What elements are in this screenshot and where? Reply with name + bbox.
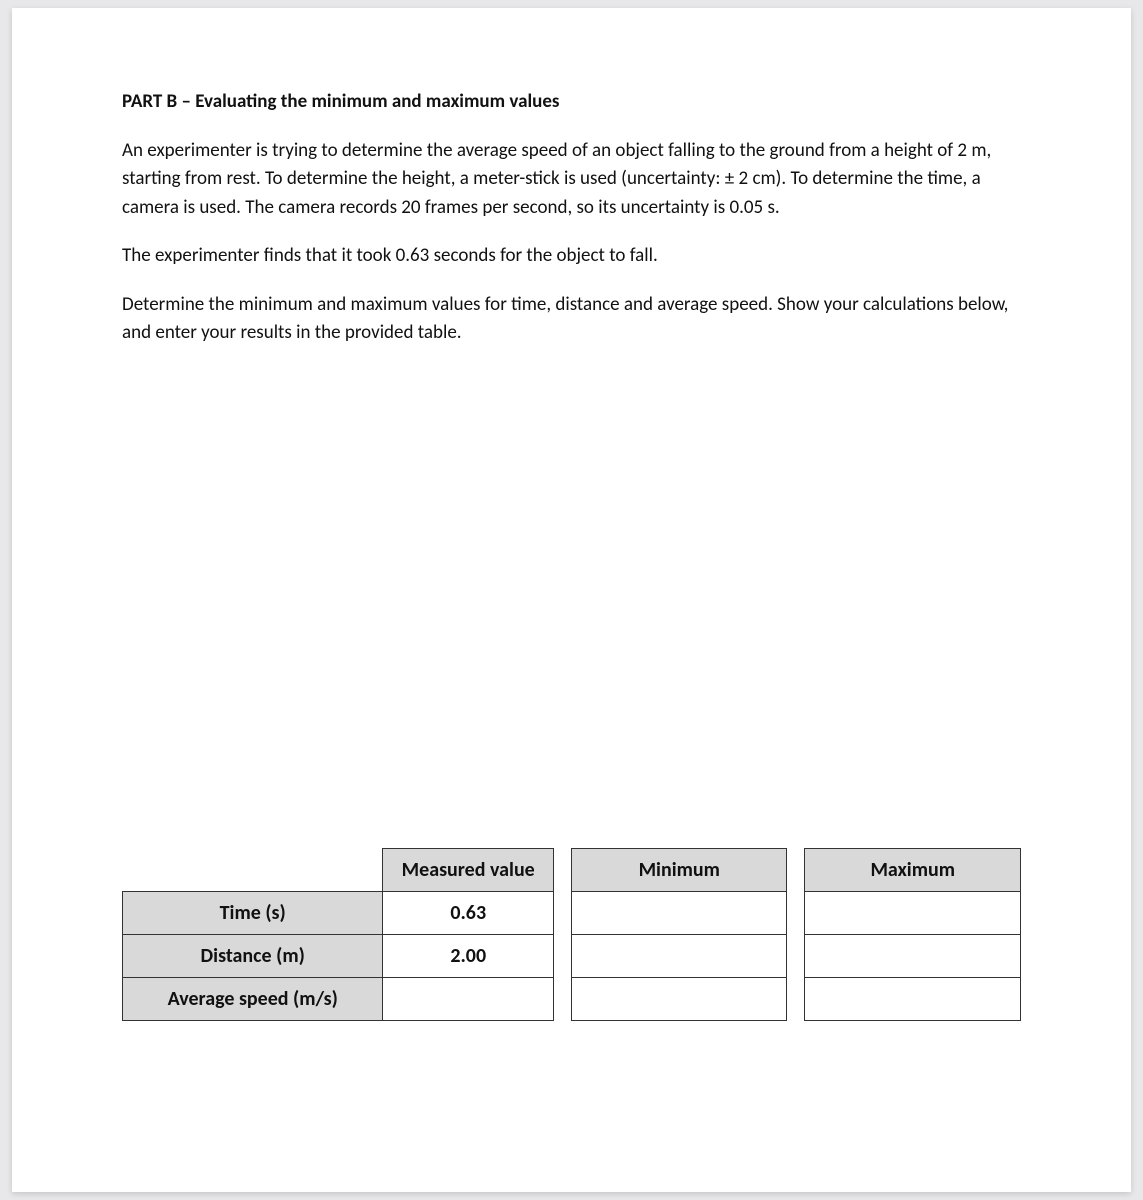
col-gap [787, 934, 805, 977]
col-gap [554, 977, 572, 1020]
section-heading: PART B – Evaluating the minimum and maxi… [122, 88, 1021, 117]
table-row: Average speed (m/s) [123, 977, 1021, 1020]
cell-avgspeed-max[interactable] [805, 977, 1021, 1020]
col-gap [787, 891, 805, 934]
col-header-measured: Measured value [383, 848, 554, 891]
table-row: Distance (m) 2.00 [123, 934, 1021, 977]
paragraph-1: An experimenter is trying to determine t… [122, 137, 1021, 223]
col-gap [787, 848, 805, 891]
cell-distance-measured: 2.00 [383, 934, 554, 977]
paragraph-2: The experimenter finds that it took 0.63… [122, 242, 1021, 271]
workspace-blank-area [122, 368, 1021, 848]
row-label-time: Time (s) [123, 891, 383, 934]
table-header-row: Measured value Minimum Maximum [123, 848, 1021, 891]
paragraph-3: Determine the minimum and maximum values… [122, 291, 1021, 348]
col-gap [554, 891, 572, 934]
cell-distance-max[interactable] [805, 934, 1021, 977]
row-label-avgspeed: Average speed (m/s) [123, 977, 383, 1020]
cell-avgspeed-min[interactable] [571, 977, 787, 1020]
table-corner-blank [123, 848, 383, 891]
results-table: Measured value Minimum Maximum Time (s) … [122, 848, 1021, 1021]
row-label-distance: Distance (m) [123, 934, 383, 977]
document-page: PART B – Evaluating the minimum and maxi… [12, 8, 1131, 1192]
col-header-minimum: Minimum [571, 848, 787, 891]
page-content: PART B – Evaluating the minimum and maxi… [122, 88, 1021, 1021]
cell-distance-min[interactable] [571, 934, 787, 977]
col-gap [554, 848, 572, 891]
viewport: PART B – Evaluating the minimum and maxi… [0, 0, 1143, 1200]
col-header-maximum: Maximum [805, 848, 1021, 891]
col-gap [787, 977, 805, 1020]
cell-time-max[interactable] [805, 891, 1021, 934]
cell-avgspeed-measured[interactable] [383, 977, 554, 1020]
cell-time-min[interactable] [571, 891, 787, 934]
cell-time-measured: 0.63 [383, 891, 554, 934]
table-row: Time (s) 0.63 [123, 891, 1021, 934]
col-gap [554, 934, 572, 977]
